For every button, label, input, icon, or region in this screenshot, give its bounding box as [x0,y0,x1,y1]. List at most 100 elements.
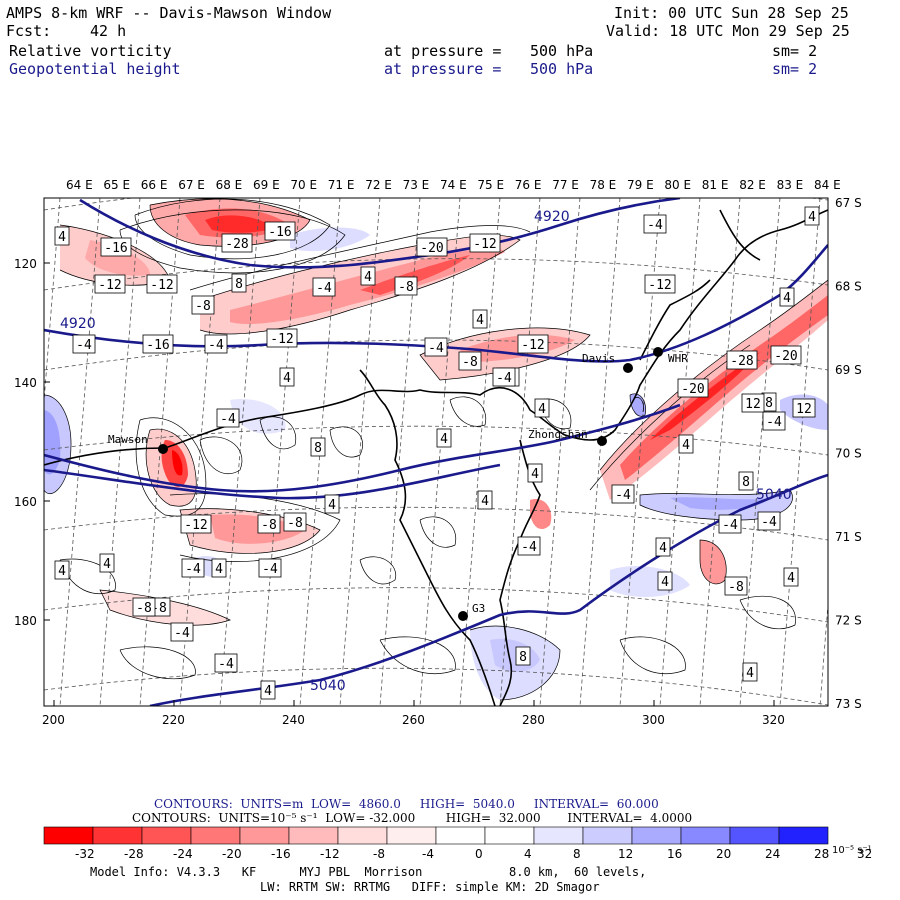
vorticity-label-box [170,622,194,642]
colorbar-swatch [680,826,731,845]
vorticity-label: 4 [58,230,66,245]
colorbar-label: -28 [124,847,144,861]
colorbar-units: 10⁻⁵ s⁻¹ [832,845,872,856]
colorbar-label: -20 [222,847,242,861]
vorticity-label-box [804,206,820,226]
vorticity-label-box [515,646,531,666]
longitude-label: 83 E [777,178,804,192]
height-label: 5040 [310,678,346,694]
latitude-label: 71 S [835,530,862,544]
vorticity-label-box [458,351,482,371]
station-zhongshan-marker[interactable] [597,436,607,446]
vorticity-label-box [655,537,671,557]
vorticity-label: 4 [264,684,272,699]
longitude-labels: 64 E 65 E 66 E 67 E 68 E 69 E 70 E 71 E 72 E 73 E… [66,178,841,192]
colorbar-swatch [43,826,94,845]
colorbar-swatch [631,826,682,845]
height-label: 4920 [534,209,570,225]
x-tick-label: 280 [522,713,545,727]
station-mawson-marker[interactable] [158,444,168,454]
vorticity-label-box [477,490,493,510]
vorticity-label-box [724,576,748,596]
longitude-label: 65 E [103,178,130,192]
vorticity-label: -4 [428,341,444,356]
vorticity-label-box [94,274,126,294]
vorticity-label-box [258,558,282,578]
vorticity-label: 12 [745,397,761,412]
vorticity-label-box [142,334,174,354]
vorticity-label-box [741,393,765,413]
vorticity-label: -20 [681,382,704,397]
vorticity-label-box [517,334,549,354]
vorticity-label: -4 [218,657,234,672]
model-info: Model Info: V4.3.3 KF MYJ PBL Morrison 8… [90,865,647,879]
vorticity-label: -16 [268,225,291,240]
station-g3-marker[interactable] [458,611,468,621]
vorticity-label: -4 [262,562,278,577]
vorticity-label: 8 [765,396,773,411]
longitude-label: 84 E [814,178,841,192]
longitude-label: 75 E [477,178,504,192]
colorbar-label: 20 [716,847,731,861]
colorbar-swatch [288,826,339,845]
colorbar-labels: -32 -28 -24 -20 -16 -12 -8 -4 0 4 8 12 16 20 24 28 32 [75,847,872,861]
y-tick-label: 180 [14,614,37,628]
vorticity-label: -8 [462,355,478,370]
vorticity-label: -4 [761,515,777,530]
vorticity-label: 4 [659,541,667,556]
vorticity-label-box [264,221,296,241]
vorticity-label-box [472,309,488,329]
longitude-label: 78 E [590,178,617,192]
vorticity-label-box [643,214,667,234]
colorbar-swatch [435,826,486,845]
colorbar-swatch [190,826,241,845]
vorticity-label-box [517,536,541,556]
vorticity-label: 4 [58,564,66,579]
x-axis-ticks: 200 220 240 260 280 300 320 [42,700,785,727]
vorticity-label-box [436,428,452,448]
colorbar-label: -8 [373,847,385,861]
vorticity-label: -4 [615,488,631,503]
colorbar-label: -12 [320,847,340,861]
stations: Mawson Davis WHR Zhongshan G3 [108,347,688,621]
vorticity-label-box [757,511,781,531]
latitude-label: 70 S [835,447,862,461]
station-whr-marker[interactable] [653,347,663,357]
vorticity-label: 4 [328,498,336,513]
field1-level: 500 hPa [530,42,594,60]
colorbar-label: -24 [173,847,193,861]
colorbar-swatch [729,826,780,845]
x-tick-label: 220 [162,713,185,727]
vorticity-label-box [534,398,550,418]
vorticity-label-box [424,337,448,357]
colorbar-swatch [484,826,535,845]
vorticity-label-box [100,237,132,257]
vorticity-label-box [611,484,635,504]
station-davis-marker[interactable] [623,363,633,373]
vorticity-label-box [99,553,115,573]
vorticity-label: 8 [235,277,243,292]
vorticity-label: -4 [647,218,663,233]
vorticity-label: 4 [103,557,111,572]
y-axis-ticks: 120 140 160 180 [14,257,50,628]
vorticity-label: -4 [766,415,782,430]
longitude-label: 72 E [365,178,392,192]
forecast-label: Fcst: [6,22,52,40]
longitude-label: 82 E [739,178,766,192]
colorbar-swatch [582,826,633,845]
height-label: 5040 [756,487,792,503]
longitude-label: 64 E [66,178,93,192]
longitude-label: 81 E [702,178,729,192]
vorticity-label: -4 [496,371,512,386]
height-labels: 4920 4920 5040 5040 [60,209,792,694]
vorticity-label-box [779,287,795,307]
vorticity-label: 4 [808,210,816,225]
vorticity-label-box [279,367,295,387]
longitude-label: 76 E [515,178,542,192]
vorticity-label: -8 [261,518,277,533]
forecast-hour: 42 h [90,22,127,40]
vorticity-label: 8 [519,650,527,665]
longitude-label: 80 E [664,178,691,192]
vorticity-label: -16 [104,241,127,256]
vorticity-label-box [216,408,240,428]
